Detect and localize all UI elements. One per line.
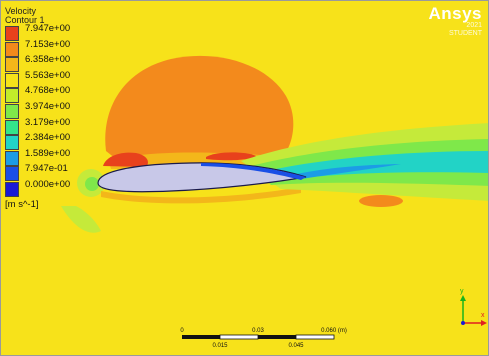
legend-level-label: 7.153e+00 <box>25 38 71 50</box>
legend-level-label: 2.384e+00 <box>25 132 71 144</box>
upper-peak-region <box>206 152 256 161</box>
legend-level-label: 3.179e+00 <box>25 116 71 128</box>
lower-surface-region <box>101 187 301 204</box>
legend-level-3: 5.563e+00 <box>5 70 70 88</box>
scale-bar: 0 0.03 0.060 (m) 0.015 0.045 <box>180 328 347 349</box>
legend-level-9: 7.947e-01 <box>5 163 68 182</box>
legend-level-0: 7.947e+00 <box>5 23 70 41</box>
legend-swatch <box>5 57 19 73</box>
boundary-layer-upper <box>201 163 306 180</box>
legend-levels: 7.947e+00 7.153e+00 6.358e+00 5.563e+00 4.76… <box>5 23 70 197</box>
scale-bottom-label-1: 0.045 <box>288 343 304 349</box>
legend-level-label: 5.563e+00 <box>25 69 71 81</box>
legend-level-label: 7.947e-01 <box>25 163 68 175</box>
brand-edition: STUDENT <box>448 30 482 37</box>
legend-level-1: 7.153e+00 <box>5 39 70 57</box>
legend-level-10: 0.000e+00 <box>5 179 70 197</box>
lower-surface-green-band <box>61 206 101 233</box>
legend-level-4: 4.768e+00 <box>5 85 70 104</box>
scale-top-label-0: 0 <box>180 328 184 334</box>
legend-level-label: 0.000e+00 <box>25 178 71 190</box>
scale-top-label-1: 0.03 <box>252 328 264 334</box>
brand-name: Ansys <box>428 4 482 23</box>
upper-high-velocity-region <box>105 55 294 164</box>
legend-swatch <box>5 135 19 151</box>
legend-level-7: 2.384e+00 <box>5 132 70 151</box>
legend-swatch <box>5 26 19 41</box>
legend-swatch <box>5 103 19 119</box>
legend-level-label: 7.947e+00 <box>25 23 71 34</box>
legend-swatch <box>5 166 19 182</box>
legend-level-6: 3.179e+00 <box>5 117 70 135</box>
scale-top-label-2: 0.060 (m) <box>321 328 347 334</box>
legend-swatch <box>5 150 19 166</box>
legend-title: Velocity <box>5 6 37 16</box>
velocity-legend: Velocity Contour 1 7.947e+00 7.153e+00 6.3… <box>5 6 70 210</box>
brand-year: 2021 <box>466 22 482 29</box>
ansys-logo: Ansys 2021 STUDENT <box>428 5 482 38</box>
leading-edge-peak-region <box>103 152 148 167</box>
scale-bottom-label-0: 0.015 <box>212 343 228 349</box>
lower-wake-blob <box>359 195 403 207</box>
legend-swatch <box>5 72 19 88</box>
legend-subtitle: Contour 1 <box>5 15 45 25</box>
legend-level-5: 3.974e+00 <box>5 101 70 119</box>
wake-blue-core <box>291 164 401 179</box>
legend-swatch <box>5 181 19 197</box>
legend-swatch <box>5 88 19 104</box>
legend-units: [m s^-1] <box>5 198 39 210</box>
stagnation-core <box>85 177 99 191</box>
legend-level-label: 4.768e+00 <box>25 85 71 97</box>
legend-level-8: 1.589e+00 <box>5 148 70 166</box>
axis-y-label: y <box>460 288 464 295</box>
legend-level-label: 3.974e+00 <box>25 100 71 112</box>
legend-level-label: 6.358e+00 <box>25 54 71 66</box>
legend-swatch <box>5 119 19 135</box>
legend-level-label: 1.589e+00 <box>25 147 71 159</box>
legend-level-2: 6.358e+00 <box>5 54 70 73</box>
axis-triad[interactable]: y x <box>460 288 487 326</box>
axis-x-label: x <box>481 312 485 319</box>
legend-swatch <box>5 41 19 57</box>
